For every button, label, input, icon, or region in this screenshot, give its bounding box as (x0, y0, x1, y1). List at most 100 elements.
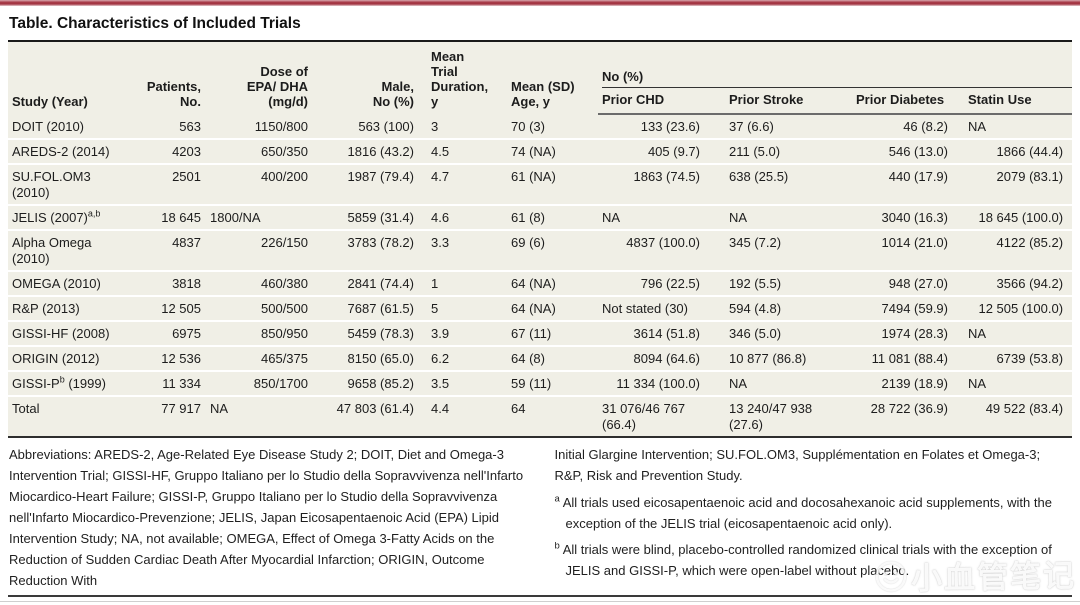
table-cell: 77 917 (140, 395, 206, 436)
table-cell: 563 (100) (314, 115, 426, 138)
table-cell: 1014 (21.0) (852, 229, 964, 270)
table-cell: 346 (5.0) (726, 320, 852, 345)
table-cell: 850/950 (206, 320, 314, 345)
table-cell: NA (964, 370, 1073, 395)
table-cell: 3614 (51.8) (598, 320, 726, 345)
table-header: Study (Year) Patients, No. Dose of EPA/ DH… (8, 42, 1073, 115)
table-cell: 6.2 (426, 345, 506, 370)
table-cell: 650/350 (206, 138, 314, 163)
table-cell: 405 (9.7) (598, 138, 726, 163)
table-row: Alpha Omega (2010) 4837 226/150 3783 (78.2)… (8, 229, 1073, 270)
table-title-row: Table. Characteristics of Included Trial… (0, 6, 1080, 40)
table-cell: 28 722 (36.9) (852, 395, 964, 436)
table-cell: 64 (506, 395, 598, 436)
table-cell: 5 (426, 295, 506, 320)
table-row: OMEGA (2010) 3818 460/380 2841 (74.4) 1 64 (N… (8, 270, 1073, 295)
table-row: SU.FOL.OM3 (2010) 2501 400/200 1987 (79.4) 4… (8, 163, 1073, 204)
table-cell: 4.6 (426, 204, 506, 229)
table-cell: 226/150 (206, 229, 314, 270)
title-rule (8, 40, 1072, 42)
group-header-label: No (%) (602, 55, 1073, 88)
bottom-rule-dark (8, 595, 1072, 597)
table-cell: 59 (11) (506, 370, 598, 395)
table-cell: NA (598, 204, 726, 229)
table-cell: 6975 (140, 320, 206, 345)
table-cell: 192 (5.5) (726, 270, 852, 295)
table-cell: 465/375 (206, 345, 314, 370)
table-cell: 3.5 (426, 370, 506, 395)
study-cell: OMEGA (2010) (8, 270, 140, 295)
table-cell: 67 (11) (506, 320, 598, 345)
study-cell: Alpha Omega (2010) (8, 229, 140, 270)
footnote-marker: b (59, 374, 65, 385)
table-cell: 3818 (140, 270, 206, 295)
table-cell: 64 (NA) (506, 295, 598, 320)
sub-column-header: Prior CHD (598, 88, 726, 115)
table-cell: 13 240/47 938 (27.6) (726, 395, 852, 436)
trials-table: Study (Year) Patients, No. Dose of EPA/ DH… (8, 42, 1073, 436)
table-row: DOIT (2010) 563 1150/800 563 (100) 3 70 (3) 13… (8, 115, 1073, 138)
table-cell: 345 (7.2) (726, 229, 852, 270)
footnote-left-text: Abbreviations: AREDS-2, Age-Related Eye … (9, 447, 524, 588)
bottom-rule-light (0, 601, 1080, 602)
table-cell: 5859 (31.4) (314, 204, 426, 229)
table-cell: 948 (27.0) (852, 270, 964, 295)
footnote-abbreviations: Abbreviations: AREDS-2, Age-Related Eye … (9, 444, 527, 591)
study-cell: AREDS-2 (2014) (8, 138, 140, 163)
footnotes: Abbreviations: AREDS-2, Age-Related Eye … (9, 444, 1072, 591)
study-cell: DOIT (2010) (8, 115, 140, 138)
table-cell: 2841 (74.4) (314, 270, 426, 295)
table-cell: 61 (8) (506, 204, 598, 229)
table-cell: 10 877 (86.8) (726, 345, 852, 370)
table-cell: 2139 (18.9) (852, 370, 964, 395)
sub-column-header: Statin Use (964, 88, 1073, 115)
table-cell: 49 522 (83.4) (964, 395, 1073, 436)
column-header: Male, No (%) (314, 42, 426, 115)
table-cell: 31 076/46 767 (66.4) (598, 395, 726, 436)
table-cell: 1150/800 (206, 115, 314, 138)
table-row: AREDS-2 (2014) 4203 650/350 1816 (43.2) 4.5 7… (8, 138, 1073, 163)
table-cell: NA (206, 395, 314, 436)
column-header: Dose of EPA/ DHA (mg/d) (206, 42, 314, 115)
table-cell: 4.4 (426, 395, 506, 436)
table-cell: 4.5 (426, 138, 506, 163)
footnote-a-mark: a (554, 493, 560, 505)
footnote-b-text: All trials were blind, placebo-controlle… (562, 542, 1052, 578)
table-cell: 18 645 (140, 204, 206, 229)
table-cell: 8150 (65.0) (314, 345, 426, 370)
column-header: Patients, No. (140, 42, 206, 115)
table-cell: 69 (6) (506, 229, 598, 270)
table-cell: 6739 (53.8) (964, 345, 1073, 370)
table-cell: 12 505 (100.0) (964, 295, 1073, 320)
table-cell: 850/1700 (206, 370, 314, 395)
table-cell: 638 (25.5) (726, 163, 852, 204)
table-cell: 3 (426, 115, 506, 138)
footnote-marker: a,b (87, 208, 101, 219)
study-cell: JELIS (2007)a,b (8, 204, 140, 229)
table-cell: 11 081 (88.4) (852, 345, 964, 370)
column-header: Mean (SD) Age, y (506, 42, 598, 115)
table-cell: 11 334 (140, 370, 206, 395)
footnote-b: b All trials were blind, placebo-control… (555, 539, 1073, 581)
table-cell: 594 (4.8) (726, 295, 852, 320)
page-bottom-rules (0, 595, 1080, 605)
group-header-cell: No (%) (598, 42, 1073, 88)
table-cell: 4837 (140, 229, 206, 270)
table-cell: 8094 (64.6) (598, 345, 726, 370)
table-cell: 74 (NA) (506, 138, 598, 163)
table-cell: 64 (NA) (506, 270, 598, 295)
table-cell: 12 505 (140, 295, 206, 320)
page-title: Table. Characteristics of Included Trial… (9, 15, 301, 32)
table-cell: 563 (140, 115, 206, 138)
table-cell: 1863 (74.5) (598, 163, 726, 204)
table-cell: 2079 (83.1) (964, 163, 1073, 204)
table-cell: 1987 (79.4) (314, 163, 426, 204)
study-cell: GISSI-HF (2008) (8, 320, 140, 345)
table-cell: 7494 (59.9) (852, 295, 964, 320)
table-cell: 796 (22.5) (598, 270, 726, 295)
table-row: JELIS (2007)a,b 18 645 1800/NA 5859 (31.4) 4… (8, 204, 1073, 229)
footnote-a: a All trials used eicosapentaenoic acid … (555, 492, 1073, 534)
table-cell: 4.7 (426, 163, 506, 204)
accent-top-bar (0, 0, 1080, 6)
table-bottom-rule (8, 436, 1072, 438)
